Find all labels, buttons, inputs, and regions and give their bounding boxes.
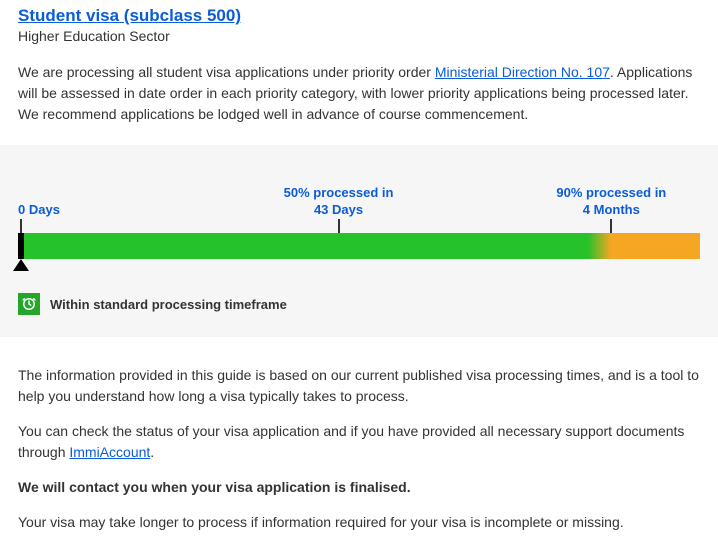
intro-text-before: We are processing all student visa appli…: [18, 64, 435, 80]
timeline-tick: [20, 219, 22, 233]
clock-icon: [18, 293, 40, 315]
timeline-tick: [338, 219, 340, 233]
bar-start-cap: [18, 233, 24, 259]
bar-segment-orange: [611, 233, 700, 259]
info-paragraph-2: You can check the status of your visa ap…: [18, 421, 700, 463]
ministerial-direction-link[interactable]: Ministerial Direction No. 107: [435, 64, 610, 80]
timeline-marker: 50% processed in43 Days: [284, 184, 394, 219]
info-paragraph-1: The information provided in this guide i…: [18, 365, 700, 407]
marker-line1: 50% processed in: [284, 184, 394, 202]
marker-line2: 43 Days: [284, 201, 394, 219]
info-paragraph-4: Your visa may take longer to process if …: [18, 512, 700, 533]
info-paragraph-3: We will contact you when your visa appli…: [18, 477, 700, 498]
status-row: Within standard processing timeframe: [18, 293, 700, 315]
visa-title-link[interactable]: Student visa (subclass 500): [18, 6, 241, 26]
intro-paragraph: We are processing all student visa appli…: [18, 62, 700, 125]
immiaccount-link[interactable]: ImmiAccount: [69, 444, 150, 460]
processing-timeline: 0 Days 50% processed in43 Days 90% process…: [0, 145, 718, 337]
timeline-marker: 90% processed in4 Months: [556, 184, 666, 219]
marker-line2: 4 Months: [556, 201, 666, 219]
marker-line1: 0 Days: [18, 201, 60, 219]
bar-segment-green: [24, 233, 611, 259]
visa-subtitle: Higher Education Sector: [18, 28, 700, 44]
timeline-marker: 0 Days: [18, 201, 60, 219]
timeline-tick: [610, 219, 612, 233]
status-text: Within standard processing timeframe: [50, 297, 287, 312]
p2-after: .: [150, 444, 154, 460]
marker-line1: 90% processed in: [556, 184, 666, 202]
current-position-pointer: [13, 259, 29, 271]
timeline-bar: [18, 233, 700, 259]
